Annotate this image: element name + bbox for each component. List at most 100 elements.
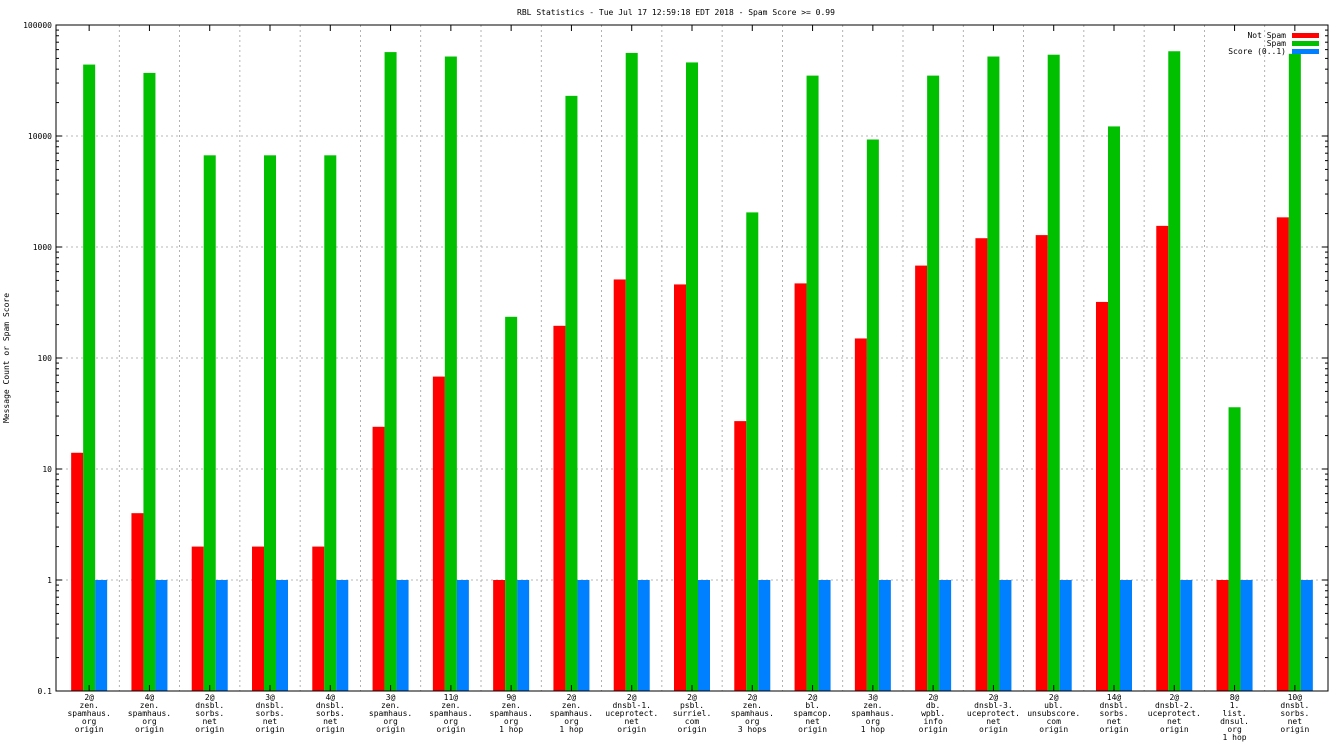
bar xyxy=(155,580,168,691)
x-tick-label: 2@ xyxy=(747,693,757,702)
x-tick-label: org xyxy=(82,717,97,726)
y-tick-label: 100000 xyxy=(23,21,52,30)
x-tick-label: zen. xyxy=(140,701,159,710)
y-tick-label: 100 xyxy=(38,354,53,363)
x-tick-label: dnsbl-3. xyxy=(974,701,1013,710)
x-tick-label: origin xyxy=(195,725,224,734)
x-tick-label: psbl. xyxy=(680,701,704,710)
x-tick-label: spamhaus. xyxy=(489,709,532,718)
bar xyxy=(432,376,445,691)
bars-layer xyxy=(71,51,1313,692)
x-tick-label: db. xyxy=(926,701,940,710)
bar xyxy=(1168,51,1181,691)
x-tick-label: org xyxy=(1227,725,1242,734)
x-tick-label: org xyxy=(866,717,881,726)
x-tick-label: zen. xyxy=(381,701,400,710)
bar xyxy=(312,546,325,691)
x-tick-label: bl. xyxy=(805,701,819,710)
x-tick-label: 14@ xyxy=(1107,693,1122,702)
bar xyxy=(252,546,265,691)
bar xyxy=(999,580,1012,691)
bar xyxy=(131,513,144,691)
x-tick-label: origin xyxy=(678,725,707,734)
bar xyxy=(1119,580,1132,691)
x-tick-label: net xyxy=(1288,717,1303,726)
bar xyxy=(456,580,469,691)
x-tick-label: 2@ xyxy=(928,693,938,702)
x-tick-label: origin xyxy=(135,725,164,734)
bar xyxy=(1300,580,1313,691)
x-tick-label: 2@ xyxy=(989,693,999,702)
x-tick-label: spamhaus. xyxy=(550,709,593,718)
x-tick-label: org xyxy=(444,717,459,726)
plot-frame xyxy=(55,24,1329,692)
x-tick-label: zen. xyxy=(743,701,762,710)
x-tick-label: unsubscore. xyxy=(1027,709,1080,718)
x-tick-label: org xyxy=(745,717,760,726)
x-tick-label: spamhaus. xyxy=(369,709,412,718)
x-tick-label: net xyxy=(986,717,1001,726)
bar xyxy=(1228,407,1241,691)
x-tick-label: 3@ xyxy=(386,693,396,702)
x-tick-label: net xyxy=(1167,717,1182,726)
x-tick-label: wpbl. xyxy=(921,709,945,718)
bar xyxy=(505,316,518,691)
bar xyxy=(625,52,638,692)
bar xyxy=(203,155,216,692)
bar xyxy=(987,56,1000,692)
x-tick-label: spamhaus. xyxy=(731,709,774,718)
bar xyxy=(674,284,686,691)
legend-swatch xyxy=(1292,49,1319,54)
bar xyxy=(734,421,747,691)
x-tick-label: info xyxy=(924,717,943,726)
bar xyxy=(975,238,988,691)
x-tick-label: 4@ xyxy=(145,693,155,702)
x-tick-label: 1 hop xyxy=(861,725,885,734)
y-axis-label: Message Count or Spam Score xyxy=(2,293,11,423)
bar xyxy=(1107,126,1120,691)
x-tick-label: dnsbl. xyxy=(1100,701,1129,710)
x-tick-label: 2@ xyxy=(687,693,697,702)
x-tick-label: net xyxy=(202,717,217,726)
x-tick-label: origin xyxy=(919,725,948,734)
bar xyxy=(493,580,506,691)
bar xyxy=(215,580,228,691)
bar xyxy=(1216,580,1229,691)
x-tick-label: origin xyxy=(617,725,646,734)
x-tick-label: net xyxy=(323,717,338,726)
bar xyxy=(396,580,409,691)
bar xyxy=(1240,580,1253,691)
y-tick-label: 1 xyxy=(47,576,52,585)
bar xyxy=(264,155,277,692)
bar xyxy=(553,325,566,691)
x-tick-label: spamcop. xyxy=(793,709,832,718)
x-tick-label: spamhaus. xyxy=(67,709,110,718)
bar xyxy=(915,265,928,691)
bar xyxy=(939,580,952,691)
x-tick-label: net xyxy=(805,717,820,726)
x-tick-label: spamhaus. xyxy=(851,709,894,718)
legend-label: Score (0..1) xyxy=(1228,47,1286,56)
bar xyxy=(1156,225,1169,692)
x-tick-label: spamhaus. xyxy=(128,709,171,718)
x-tick-label: uceprotect. xyxy=(1148,709,1201,718)
bar xyxy=(698,580,710,691)
x-tick-label: zen. xyxy=(863,701,882,710)
x-tick-label: zen. xyxy=(562,701,581,710)
x-tick-label: zen. xyxy=(441,701,460,710)
x-tick-label: dnsul. xyxy=(1220,717,1249,726)
bar xyxy=(336,580,349,691)
x-tick-label: 1 hop xyxy=(499,725,523,734)
x-tick-label: origin xyxy=(436,725,465,734)
x-tick-label: com xyxy=(685,717,700,726)
bar xyxy=(927,75,940,691)
x-tick-label: sorbs. xyxy=(1280,709,1309,718)
x-tick-label: 2@ xyxy=(808,693,818,702)
x-tick-label: 4@ xyxy=(325,693,335,702)
bar xyxy=(191,546,204,691)
legend-swatch xyxy=(1292,41,1319,46)
x-tick-label: 9@ xyxy=(506,693,516,702)
x-tick-label: origin xyxy=(1039,725,1068,734)
x-tick-label: net xyxy=(1107,717,1122,726)
